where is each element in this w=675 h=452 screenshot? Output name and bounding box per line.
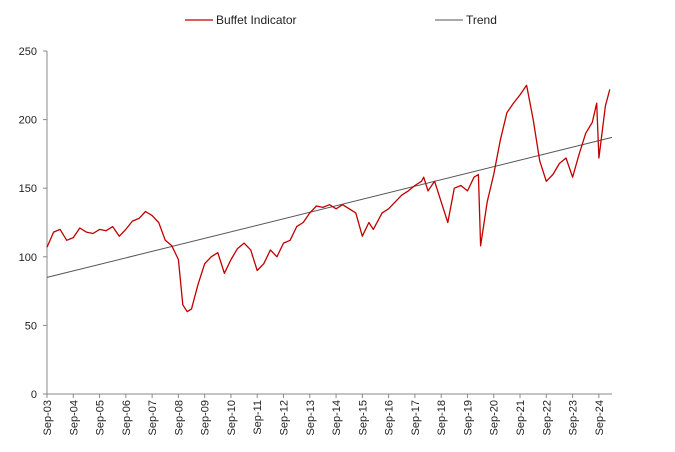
series-line-trend xyxy=(46,136,613,278)
x-tick-label: Sep-11 xyxy=(252,400,264,435)
x-tick-label: Sep-15 xyxy=(357,400,369,435)
legend-label-buffet-indicator: Buffet Indicator xyxy=(216,13,297,27)
x-tick-label: Sep-10 xyxy=(226,400,238,435)
x-tick-label: Sep-14 xyxy=(331,400,343,435)
x-tick-label: Sep-08 xyxy=(173,400,185,435)
series-line-buffet-indicator xyxy=(46,84,611,313)
x-tick-label: Sep-03 xyxy=(42,400,54,435)
x-tick-label: Sep-13 xyxy=(305,400,317,435)
x-tick-label: Sep-09 xyxy=(200,400,212,435)
legend: Buffet Indicator Trend xyxy=(185,13,497,27)
x-tick-label: Sep-22 xyxy=(541,400,553,435)
y-tick-label: 250 xyxy=(19,46,37,58)
y-tick-label: 150 xyxy=(19,183,37,195)
y-tick-label: 50 xyxy=(25,320,37,332)
x-tick-label: Sep-16 xyxy=(384,400,396,435)
x-tick-label: Sep-17 xyxy=(410,400,422,435)
x-tick-label: Sep-05 xyxy=(95,400,107,435)
x-tick-label: Sep-04 xyxy=(68,400,80,435)
axes: 0 50 100 150 200 250 Sep-03 Sep-04 Sep-05 Sep-06 S… xyxy=(19,46,612,435)
x-tick-label: Sep-19 xyxy=(462,400,474,435)
y-tick-label: 0 xyxy=(31,389,37,401)
x-tick-label: Sep-07 xyxy=(147,400,159,435)
x-tick-label: Sep-06 xyxy=(121,400,133,435)
y-tick-label: 100 xyxy=(19,252,37,264)
x-tick-label: Sep-23 xyxy=(568,400,580,435)
x-tick-label: Sep-21 xyxy=(515,400,527,435)
x-tick-label: Sep-18 xyxy=(436,400,448,435)
y-tick-label: 200 xyxy=(19,115,37,127)
x-tick-label: Sep-20 xyxy=(489,400,501,435)
series-layer xyxy=(46,84,613,313)
legend-label-trend: Trend xyxy=(466,13,497,27)
x-tick-label: Sep-24 xyxy=(594,400,606,435)
x-tick-label: Sep-12 xyxy=(279,400,291,435)
